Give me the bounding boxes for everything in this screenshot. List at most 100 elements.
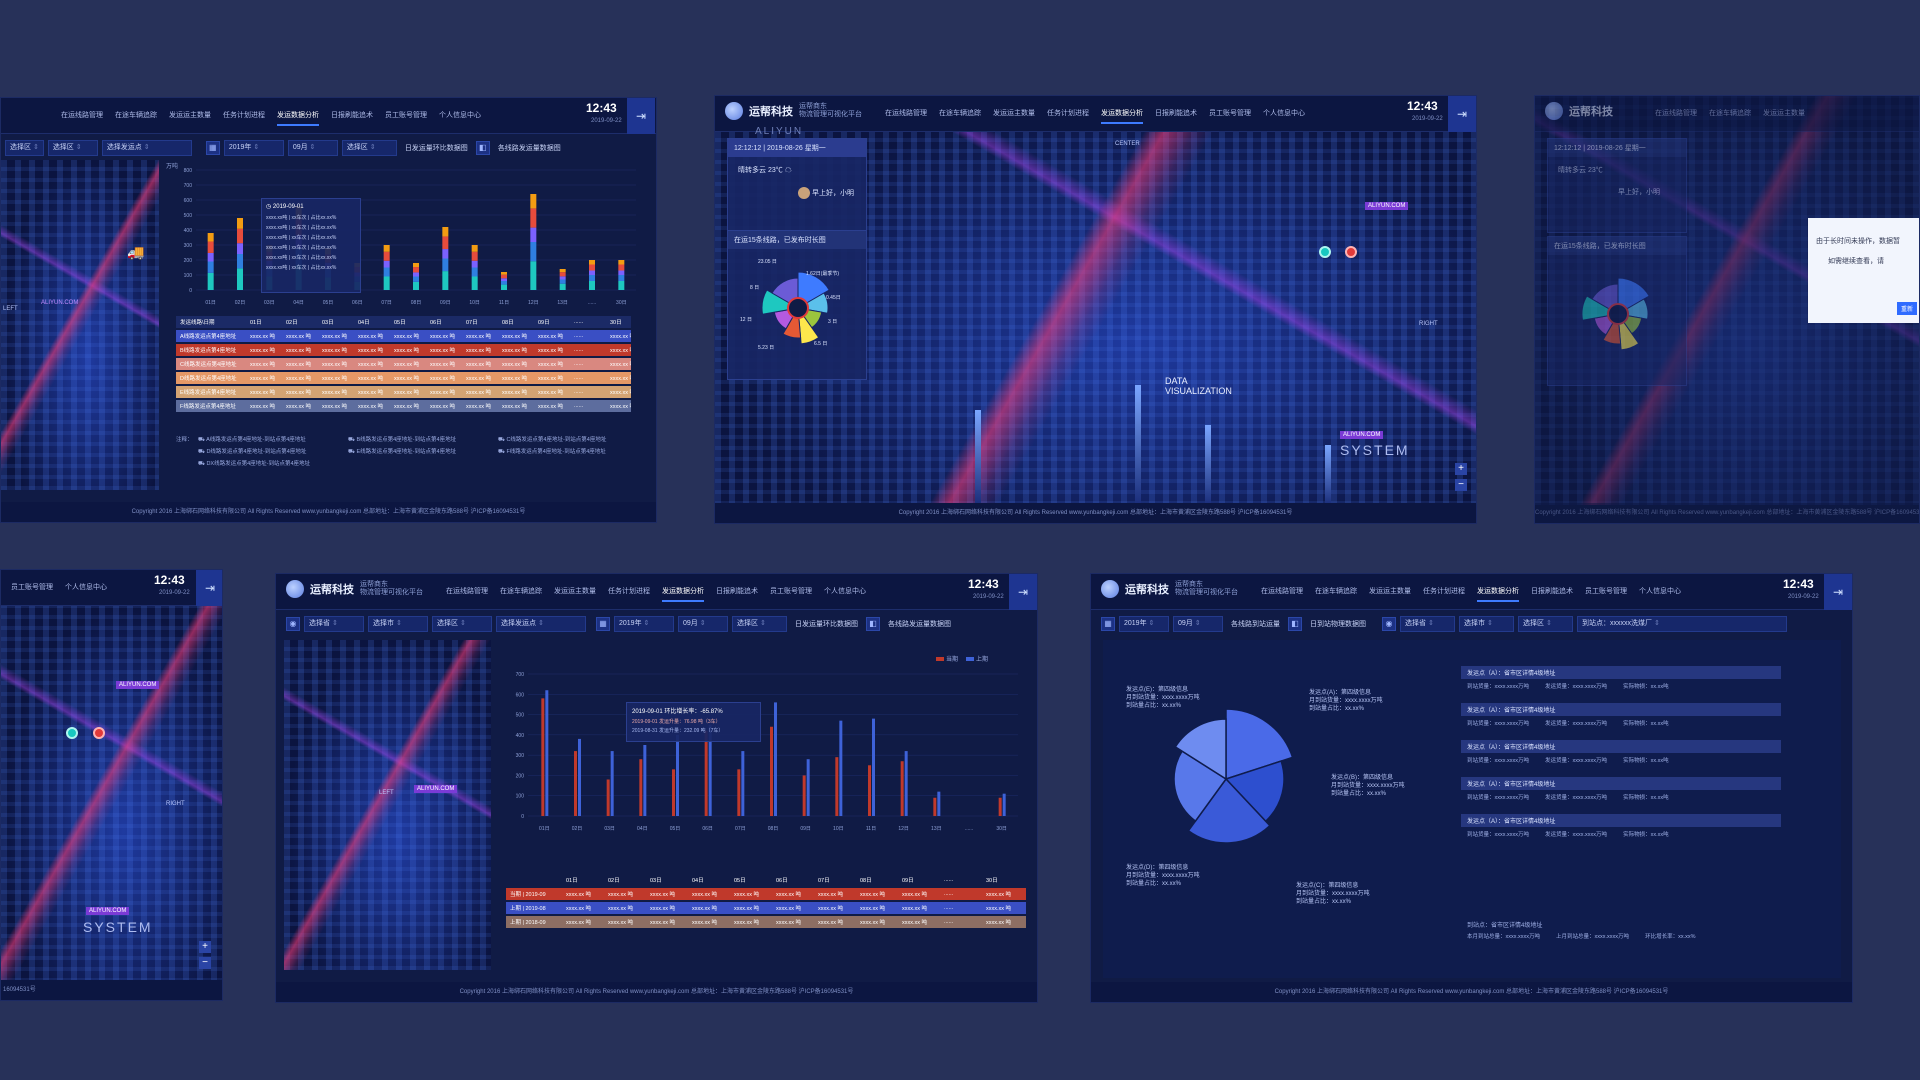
bar-previous[interactable] (937, 791, 941, 816)
destination-select[interactable]: 到站点：xxxxxx洗煤厂 (1577, 616, 1787, 632)
origin-detail-item[interactable]: 发运点（A）：省市区详情4级地址 到站货量：xxxx.xxxx万吨 发运货量：xxx… (1461, 740, 1781, 767)
bar-segment[interactable] (471, 267, 478, 277)
nav-item-route[interactable]: 在运线路管理 (885, 110, 927, 117)
bar-segment[interactable] (413, 272, 419, 277)
compare-data-button[interactable]: 日发运量环比数据图 (404, 145, 468, 152)
bar-previous[interactable] (578, 738, 581, 816)
nav-item-vehicle[interactable]: 在途车辆追踪 (500, 588, 542, 595)
bar-previous[interactable] (806, 759, 810, 816)
bar-current[interactable] (639, 759, 643, 816)
daily-cargo-button[interactable]: 各线路到站运量 (1231, 621, 1280, 628)
origin-detail-item[interactable]: 发运点（A）：省市区详情4级地址 到站货量：xxxx.xxxx万吨 发运货量：xxx… (1461, 703, 1781, 730)
bar-segment[interactable] (618, 264, 625, 271)
bar-segment[interactable] (501, 272, 507, 275)
month-select[interactable]: 09月 (678, 616, 728, 632)
nav-item-plan[interactable]: 任务计划进程 (1047, 110, 1089, 117)
map-chip[interactable]: ALIYUN.COM (86, 907, 130, 915)
bar-previous[interactable] (1002, 793, 1006, 816)
nav-item-analysis[interactable]: 发运数据分析 (662, 586, 704, 602)
nav-item-profile[interactable]: 个人信息中心 (824, 588, 866, 595)
nav-item-vehicle[interactable]: 在途车辆追踪 (1709, 110, 1751, 117)
nav-item-plan[interactable]: 任务计划进程 (223, 112, 265, 119)
nav-item-daily[interactable]: 日报刷能追术 (716, 588, 758, 595)
bar-segment[interactable] (442, 271, 449, 290)
bar-segment[interactable] (501, 274, 507, 279)
bar-segment[interactable] (413, 276, 419, 282)
table-row[interactable]: B线路发运点第4座地址 xxxx.xx 吨 xxxx.xx 吨 xxxx.xx 吨 xx… (176, 344, 631, 356)
bar-previous[interactable] (904, 751, 908, 816)
zoom-out-icon[interactable]: − (1455, 479, 1467, 491)
brand[interactable]: 运帮科技 运帮商东 物流管理可视化平台 (725, 102, 862, 120)
table-row[interactable]: 当期 | 2019-09 xxxx.xx 吨 xxxx.xx 吨 xxxx.xx 吨 x… (506, 888, 1026, 900)
ring-segment[interactable] (797, 271, 830, 309)
bar-segment[interactable] (383, 245, 390, 252)
nav-item-plan[interactable]: 任务计划进程 (1423, 588, 1465, 595)
bar-segment[interactable] (442, 249, 449, 259)
bar-current[interactable] (835, 757, 839, 816)
city-map-view[interactable]: ALIYUN.COM LEFT 🚚 (1, 160, 159, 490)
pie-slice[interactable] (1173, 750, 1228, 823)
bar-segment[interactable] (618, 275, 625, 281)
alert-marker-icon[interactable] (1345, 246, 1357, 258)
nav-item-staff[interactable]: 员工账号管理 (1585, 588, 1627, 595)
bar-previous[interactable] (708, 724, 712, 816)
bar-segment[interactable] (589, 264, 595, 271)
origin-select[interactable]: 选择发运点 (496, 616, 586, 632)
nav-item-shipment[interactable]: 发运运主数量 (169, 112, 211, 119)
bar-current[interactable] (998, 797, 1002, 816)
nav-item-shipment[interactable]: 发运运主数量 (1369, 588, 1411, 595)
daily-chart-button[interactable]: 日到站物理数据图 (1310, 621, 1366, 628)
bar-segment[interactable] (589, 260, 595, 265)
bar-segment[interactable] (618, 270, 625, 276)
bar-previous[interactable] (545, 690, 549, 816)
bar-current[interactable] (672, 769, 675, 816)
bar-segment[interactable] (471, 251, 478, 261)
alert-marker-icon[interactable] (93, 727, 105, 739)
table-row[interactable]: F线路发运点第4座地址 xxxx.xx 吨 xxxx.xx 吨 xxxx.xx 吨 xx… (176, 400, 631, 412)
bar-segment[interactable] (442, 236, 449, 250)
month-select[interactable]: 09月 (287, 140, 338, 156)
bar-previous[interactable] (872, 718, 875, 816)
bar-segment[interactable] (471, 260, 478, 268)
nav-item-daily[interactable]: 日报刷能追术 (1531, 588, 1573, 595)
bar-previous[interactable] (610, 751, 614, 816)
nav-item-plan[interactable]: 任务计划进程 (608, 588, 650, 595)
table-row[interactable]: C线路发运点第4座地址 xxxx.xx 吨 xxxx.xx 吨 xxxx.xx 吨 xx… (176, 358, 631, 370)
bar-segment[interactable] (471, 276, 478, 291)
bar-segment[interactable] (207, 241, 214, 253)
logout-icon[interactable]: ⇥ (196, 570, 222, 606)
origin-detail-item[interactable]: 发运点（A）：省市区详情4级地址 到站货量：xxxx.xxxx万吨 发运货量：xxx… (1461, 777, 1781, 804)
nav-item-daily[interactable]: 日报刷能追术 (1155, 110, 1197, 117)
city-select[interactable]: 选择市 (368, 616, 428, 632)
bar-current[interactable] (704, 730, 708, 816)
nav-item-staff[interactable]: 员工账号管理 (385, 112, 427, 119)
bar-segment[interactable] (207, 252, 214, 262)
bar-segment[interactable] (530, 261, 537, 290)
brand[interactable]: 运帮科技 运帮商东 物流管理可视化平台 (286, 580, 423, 598)
logout-icon[interactable]: ⇥ (1824, 574, 1852, 610)
origin-detail-item[interactable]: 发运点（A）：省市区详情4级地址 到站货量：xxxx.xxxx万吨 发运货量：xxx… (1461, 666, 1781, 693)
province-select[interactable]: 选择省 (304, 616, 364, 632)
nav-item-analysis[interactable]: 发运数据分析 (1477, 586, 1519, 602)
bar-segment[interactable] (530, 242, 537, 262)
compare-chart-button[interactable]: 各线路发运量数据图 (888, 621, 951, 628)
bar-current[interactable] (933, 797, 937, 816)
location-marker-icon[interactable] (66, 727, 78, 739)
bar-segment[interactable] (589, 281, 595, 290)
truck-icon[interactable]: 🚚 (127, 244, 145, 260)
nav-item-shipment[interactable]: 发运运主数量 (993, 110, 1035, 117)
map-chip[interactable]: ALIYUN.COM (414, 785, 458, 793)
bar-segment[interactable] (442, 227, 449, 237)
location-pin-icon[interactable]: ◉ (1382, 617, 1396, 631)
bar-current[interactable] (606, 779, 610, 816)
bar-current[interactable] (574, 751, 577, 816)
zoom-out-icon[interactable]: − (199, 957, 211, 969)
bar-current[interactable] (802, 775, 806, 816)
bar-segment[interactable] (237, 243, 243, 254)
chart-icon[interactable]: ◧ (866, 617, 880, 631)
city-map-view[interactable]: ALIYUN.COM LEFT (284, 640, 491, 970)
district-select[interactable]: 选择区 (432, 616, 492, 632)
bar-segment[interactable] (530, 208, 537, 228)
bar-segment[interactable] (237, 254, 243, 269)
nav-item-profile[interactable]: 个人信息中心 (439, 112, 481, 119)
